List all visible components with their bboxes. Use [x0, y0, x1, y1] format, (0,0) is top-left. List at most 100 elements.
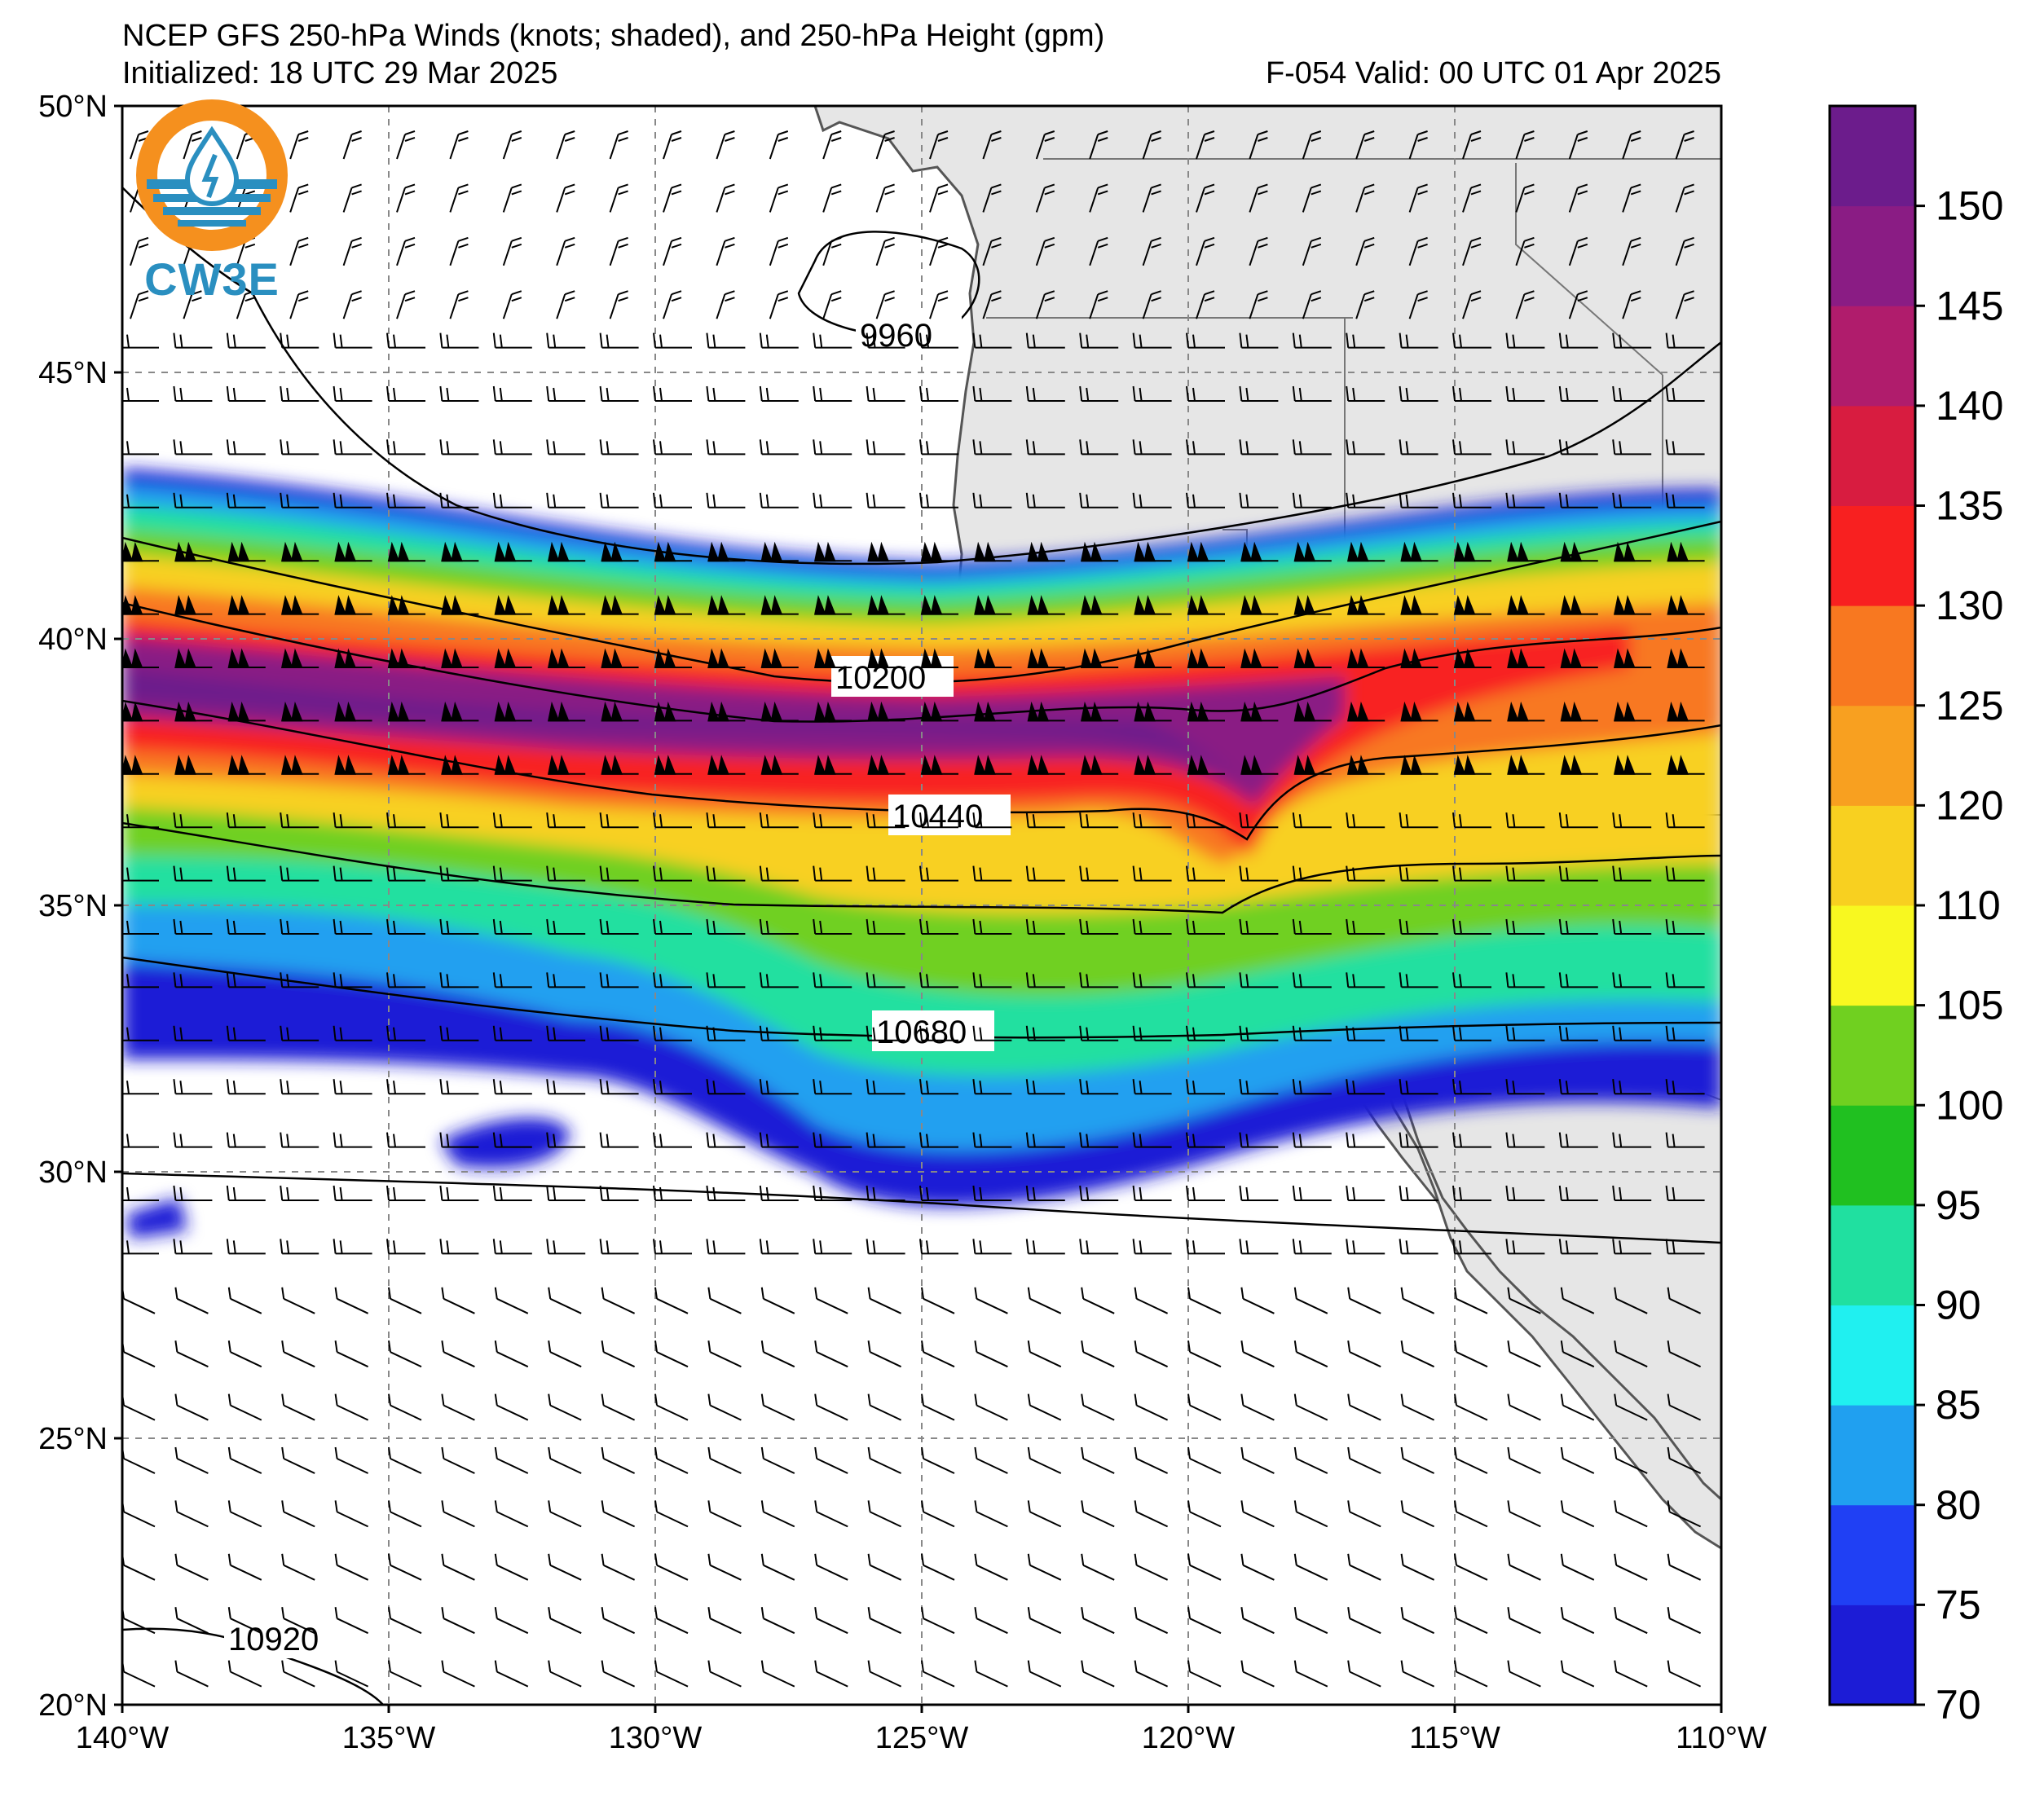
wind-barb [1560, 1340, 1595, 1368]
wind-barb [1400, 1393, 1435, 1421]
wind-barb [281, 1660, 315, 1688]
wind-barb [654, 1393, 689, 1421]
wind-barb [1622, 290, 1641, 319]
wind-barb-pennant [334, 755, 357, 775]
wind-barb [599, 1132, 639, 1148]
wind-barb [814, 1287, 848, 1314]
colorbar-swatch [1830, 1504, 1915, 1605]
wind-barb [1240, 1446, 1275, 1474]
initialized-time: Initialized: 18 UTC 29 Mar 2025 [122, 56, 558, 90]
wind-barb [1665, 1132, 1705, 1148]
wind-barb [1568, 183, 1588, 213]
wind-barb [1612, 1079, 1652, 1095]
wind-barb-pennant [813, 701, 836, 722]
wind-barb [875, 236, 895, 266]
wind-barb [759, 972, 799, 988]
wind-barb [760, 1340, 795, 1368]
wind-barb-pennant [494, 755, 517, 775]
wind-barb-pennant [1293, 648, 1316, 668]
wind-barb [653, 1239, 692, 1255]
wind-barb [1089, 183, 1108, 213]
wind-barb [1079, 918, 1119, 935]
wind-barb [1665, 972, 1705, 988]
wind-barb [441, 1553, 475, 1581]
wind-barb-pennant [334, 541, 357, 562]
wind-barb [449, 183, 469, 213]
wind-barb [439, 439, 479, 456]
wind-barb [1612, 492, 1652, 508]
wind-barb [1302, 130, 1322, 160]
wind-barb-pennant [1560, 595, 1583, 615]
wind-barb [813, 492, 852, 508]
wind-barb-pennant [1080, 648, 1103, 668]
wind-barb [236, 290, 256, 319]
wind-barb [439, 865, 479, 882]
wind-barb [601, 1446, 636, 1474]
wind-barb [1515, 130, 1535, 160]
wind-barb [173, 1132, 213, 1148]
wind-barb [1558, 1239, 1598, 1255]
wind-barb [919, 439, 958, 456]
wind-barb-pennant [1080, 755, 1103, 775]
wind-barb [1507, 1553, 1541, 1581]
wind-barb [1134, 1500, 1169, 1528]
wind-barb-pennant [174, 595, 196, 615]
wind-barb [972, 1025, 1012, 1041]
wind-barb [921, 1607, 955, 1635]
wind-barb [599, 865, 639, 882]
wind-barb [1346, 1132, 1385, 1148]
wind-barb-pennant [1293, 701, 1316, 722]
wind-barb [1452, 332, 1491, 349]
wind-barb-pennant [707, 755, 729, 775]
wind-barb [1292, 1079, 1332, 1095]
wind-barb-pennant [1667, 648, 1689, 668]
wind-barb [1612, 332, 1652, 349]
wind-barb [1665, 385, 1705, 402]
wind-barb-pennant [920, 595, 943, 615]
wind-barb [1186, 492, 1225, 508]
wind-barb-pennant [654, 648, 676, 668]
wind-barb [706, 439, 746, 456]
wind-barb [866, 1239, 905, 1255]
wind-barb [556, 290, 575, 319]
wind-barb [334, 1660, 369, 1688]
lat-tick-label: 50°N [38, 90, 108, 124]
wind-barb-pennant [867, 701, 890, 722]
wind-barb-pennant [654, 755, 676, 775]
wind-barb [1027, 1393, 1062, 1421]
wind-barb [601, 1340, 636, 1368]
wind-barb [875, 183, 895, 213]
wind-barb-pennant [1507, 595, 1529, 615]
wind-barb [173, 812, 213, 829]
wind-barb [226, 972, 266, 988]
wind-barb [1293, 1500, 1328, 1528]
wind-barb [1132, 332, 1172, 349]
wind-barb-pennant [494, 648, 517, 668]
wind-barb [919, 1185, 958, 1201]
wind-barb-pennant [1187, 648, 1209, 668]
wind-barb [1462, 236, 1482, 266]
wind-barb [281, 1500, 315, 1528]
wind-barb-pennant [334, 701, 357, 722]
wind-barb [546, 492, 586, 508]
wind-barb [439, 1025, 479, 1041]
wind-barb [1196, 290, 1215, 319]
wind-barb-pennant [387, 701, 410, 722]
wind-barb [654, 1500, 689, 1528]
lat-tick-label: 30°N [38, 1156, 108, 1190]
wind-barb-pennant [1613, 595, 1636, 615]
wind-barb [441, 1446, 475, 1474]
wind-barb [1558, 972, 1598, 988]
wind-barb [226, 1025, 266, 1041]
wind-barb [972, 918, 1012, 935]
wind-barb [1665, 918, 1705, 935]
wind-barb-pennant [760, 648, 783, 668]
wind-barb [1035, 130, 1055, 160]
colorbar-label: 85 [1936, 1382, 1981, 1428]
lon-tick-label: 110°W [1676, 1721, 1767, 1755]
wind-barb [173, 1025, 213, 1041]
wind-barb-pennant [1080, 541, 1103, 562]
wind-barb-pennant [1613, 755, 1636, 775]
wind-barb [609, 236, 628, 266]
wind-barb [1293, 1393, 1328, 1421]
